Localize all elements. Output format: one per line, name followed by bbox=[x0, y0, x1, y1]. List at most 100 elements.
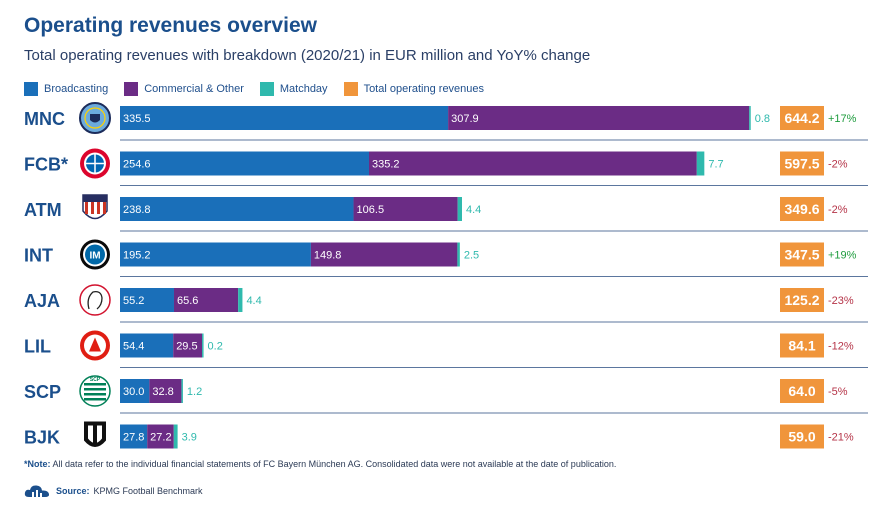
bar-label-commercial-scp: 32.8 bbox=[152, 386, 173, 398]
scp-crest-icon: SCP bbox=[79, 375, 111, 407]
bar-label-commercial-mnc: 307.9 bbox=[451, 113, 479, 125]
total-value-scp: 64.0 bbox=[788, 383, 815, 399]
total-value-int: 347.5 bbox=[784, 247, 819, 263]
source-text: KPMG Football Benchmark bbox=[93, 486, 203, 496]
total-box-fcb bbox=[780, 151, 824, 176]
club-code-bjk: BJK bbox=[24, 428, 60, 448]
yoy-change-bjk: -21% bbox=[828, 432, 854, 444]
chart-title: Operating revenues overview bbox=[24, 14, 317, 37]
legend-swatch-broadcasting bbox=[24, 82, 38, 96]
bar-label-commercial-fcb: 335.2 bbox=[372, 159, 400, 171]
total-box-bjk bbox=[780, 424, 824, 449]
total-value-bjk: 59.0 bbox=[788, 429, 815, 445]
total-value-mnc: 644.2 bbox=[784, 110, 819, 126]
bar-broadcasting-fcb bbox=[120, 151, 369, 176]
bar-label-matchday-bjk: 3.9 bbox=[182, 432, 197, 444]
legend-swatch-commercial bbox=[124, 82, 139, 96]
bar-label-commercial-int: 149.8 bbox=[314, 250, 342, 262]
bar-broadcasting-lil bbox=[120, 333, 174, 358]
bar-label-broadcasting-aja: 55.2 bbox=[123, 295, 144, 307]
bjk-crest-icon bbox=[84, 421, 106, 447]
legend-label-total: Total operating revenues bbox=[363, 83, 485, 95]
bar-matchday-fcb bbox=[696, 151, 705, 176]
svg-text:IM: IM bbox=[89, 251, 100, 262]
legend-swatch-matchday bbox=[259, 82, 274, 96]
bar-label-matchday-atm: 4.4 bbox=[466, 204, 481, 216]
bar-label-broadcasting-scp: 30.0 bbox=[123, 386, 144, 398]
bar-broadcasting-scp bbox=[120, 379, 150, 403]
atm-crest-icon bbox=[82, 194, 108, 220]
bar-label-commercial-lil: 29.5 bbox=[176, 341, 197, 353]
bar-label-broadcasting-int: 195.2 bbox=[123, 250, 151, 262]
legend-item-broadcasting: Broadcasting bbox=[24, 82, 108, 96]
yoy-change-lil: -12% bbox=[828, 341, 854, 353]
total-box-int bbox=[780, 242, 824, 267]
bar-commercial-bjk bbox=[147, 424, 174, 449]
aja-crest-icon bbox=[79, 284, 111, 316]
bar-label-commercial-aja: 65.6 bbox=[177, 295, 198, 307]
bar-commercial-atm bbox=[353, 197, 458, 221]
yoy-change-int: +19% bbox=[828, 250, 857, 262]
bar-matchday-aja bbox=[238, 288, 243, 312]
bar-label-broadcasting-lil: 54.4 bbox=[123, 341, 144, 353]
yoy-change-aja: -23% bbox=[828, 295, 854, 307]
chart-subtitle: Total operating revenues with breakdown … bbox=[24, 47, 591, 64]
legend-label-commercial: Commercial & Other bbox=[144, 83, 244, 95]
svg-text:SCP: SCP bbox=[90, 377, 101, 383]
total-box-scp bbox=[780, 379, 824, 403]
total-value-lil: 84.1 bbox=[788, 338, 815, 354]
bar-matchday-atm bbox=[457, 197, 462, 221]
legend-item-matchday: Matchday bbox=[259, 82, 328, 96]
total-box-aja bbox=[780, 288, 824, 312]
yoy-change-atm: -2% bbox=[828, 204, 848, 216]
bar-commercial-int bbox=[310, 242, 458, 267]
bar-broadcasting-int bbox=[120, 242, 311, 267]
bar-label-broadcasting-atm: 238.8 bbox=[123, 204, 151, 216]
bar-commercial-scp bbox=[149, 379, 182, 403]
bar-label-matchday-int: 2.5 bbox=[464, 250, 479, 262]
footnote: *Note: All data refer to the individual … bbox=[24, 459, 616, 469]
bar-label-matchday-scp: 1.2 bbox=[187, 386, 202, 398]
club-code-aja: AJA bbox=[24, 291, 60, 311]
bar-commercial-mnc bbox=[448, 106, 750, 130]
club-code-scp: SCP bbox=[24, 382, 61, 402]
bar-broadcasting-mnc bbox=[120, 106, 449, 130]
total-box-atm bbox=[780, 197, 824, 221]
legend: Broadcasting Commercial & Other Matchday… bbox=[24, 82, 500, 96]
bar-label-broadcasting-mnc: 335.5 bbox=[123, 113, 151, 125]
bar-label-matchday-mnc: 0.8 bbox=[755, 113, 770, 125]
source-line: Source: KPMG Football Benchmark bbox=[24, 483, 203, 499]
bar-label-matchday-aja: 4.4 bbox=[246, 295, 261, 307]
lil-crest-icon bbox=[80, 330, 110, 361]
total-value-aja: 125.2 bbox=[784, 292, 819, 308]
mnc-crest-icon bbox=[79, 102, 111, 134]
club-code-atm: ATM bbox=[24, 200, 62, 220]
bar-matchday-bjk bbox=[173, 424, 178, 449]
bar-matchday-scp bbox=[181, 379, 183, 403]
club-code-mnc: MNC bbox=[24, 109, 65, 129]
footnote-text: All data refer to the individual financi… bbox=[50, 459, 617, 469]
club-code-lil: LIL bbox=[24, 337, 51, 357]
bar-broadcasting-atm bbox=[120, 197, 354, 221]
bar-commercial-aja bbox=[173, 288, 239, 312]
bar-label-matchday-lil: 0.2 bbox=[208, 341, 223, 353]
total-box-mnc bbox=[780, 106, 824, 130]
bar-matchday-int bbox=[457, 242, 460, 267]
yoy-change-mnc: +17% bbox=[828, 113, 857, 125]
yoy-change-scp: -5% bbox=[828, 386, 848, 398]
total-box-lil bbox=[780, 333, 824, 358]
legend-swatch-total bbox=[343, 82, 358, 96]
bar-commercial-lil bbox=[173, 333, 203, 358]
yoy-change-fcb: -2% bbox=[828, 159, 848, 171]
int-crest-icon: IM bbox=[80, 239, 110, 270]
total-value-fcb: 597.5 bbox=[784, 156, 819, 172]
bar-label-commercial-atm: 106.5 bbox=[357, 204, 385, 216]
bar-broadcasting-bjk bbox=[120, 424, 148, 449]
legend-label-broadcasting: Broadcasting bbox=[44, 83, 109, 95]
bar-label-broadcasting-fcb: 254.6 bbox=[123, 159, 151, 171]
bar-commercial-fcb bbox=[368, 151, 697, 176]
club-code-int: INT bbox=[24, 246, 53, 266]
bar-broadcasting-aja bbox=[120, 288, 174, 312]
legend-item-commercial: Commercial & Other bbox=[124, 82, 244, 96]
